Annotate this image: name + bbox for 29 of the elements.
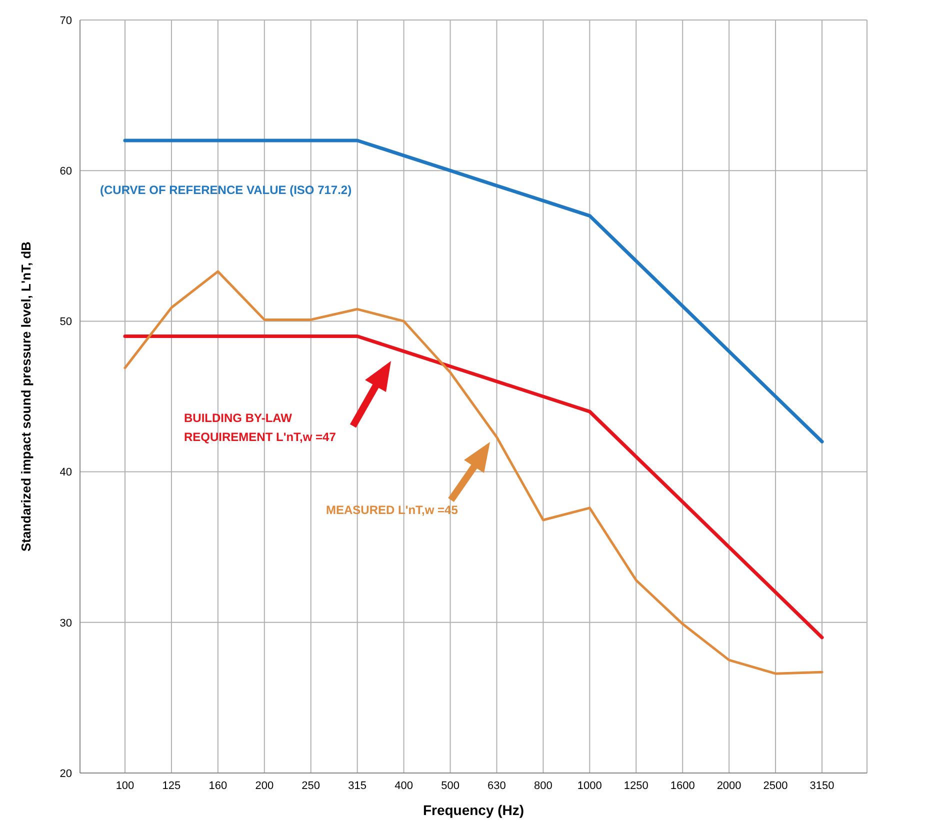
annotation: (CURVE OF REFERENCE VALUE (ISO 717.2) (100, 183, 352, 197)
x-tick-label: 125 (162, 780, 181, 792)
annotation: BUILDING BY-LAW REQUIREMENT L'nT,w =47 (184, 411, 336, 444)
x-tick-label: 315 (348, 780, 367, 792)
x-tick-label: 100 (116, 780, 134, 792)
x-axis-title: Frequency (Hz) (422, 802, 524, 818)
annotation: MEASURED L'nT,w =45 (326, 503, 458, 517)
x-tick-label: 500 (441, 780, 460, 792)
line-series (124, 270, 824, 675)
line-series (123, 334, 824, 640)
x-tick-label: 200 (255, 780, 274, 792)
x-tick-label: 800 (534, 780, 552, 792)
x-tick-label: 2500 (763, 780, 788, 792)
x-tick-label: 630 (488, 780, 506, 792)
x-tick-label: 1250 (624, 780, 648, 792)
x-tick-label: 160 (208, 780, 228, 792)
y-axis-title: Standarized impact sound pressure level, L'nT, dB (18, 241, 34, 552)
x-tick-label: 1600 (670, 780, 695, 792)
x-tick-label: 400 (394, 780, 413, 792)
y-tick-label: 20 (60, 768, 72, 780)
x-tick-label: 3150 (810, 780, 834, 792)
y-tick-label: 30 (60, 617, 72, 630)
y-tick-label: 40 (60, 466, 72, 479)
x-tick-label: 2000 (716, 780, 742, 792)
y-tick-label: 70 (60, 14, 72, 27)
y-tick-label: 50 (60, 316, 72, 328)
x-tick-label: 250 (302, 780, 320, 792)
x-tick-label: 1000 (577, 780, 602, 792)
y-tick-label: 60 (60, 166, 72, 178)
